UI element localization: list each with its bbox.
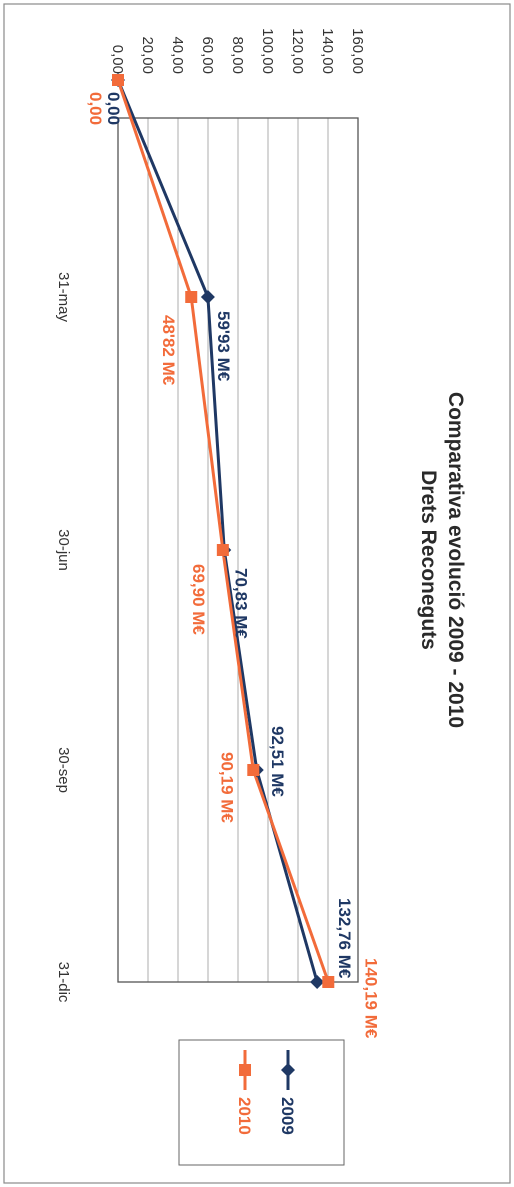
point-2010 — [112, 74, 124, 86]
plot-area — [117, 117, 359, 983]
chart-frame — [3, 3, 511, 1184]
y-tick-label: 60,00 — [199, 36, 216, 74]
legend-label-2009: 2009 — [278, 1097, 297, 1135]
chart-subtitle: Drets Reconeguts — [417, 470, 440, 650]
x-axis: 31-may 30-jun 30-sep 31-dic — [55, 272, 72, 1003]
data-label-2009: 59'93 M€ — [214, 311, 233, 382]
y-tick-label: 140,00 — [319, 28, 336, 74]
data-label-2010: 140,19 M€ — [361, 958, 380, 1039]
legend-marker-2010 — [239, 1064, 251, 1076]
data-label-2009: 92,51 M€ — [268, 726, 287, 797]
data-label-2009: 132,76 M€ — [335, 898, 354, 979]
point-2010 — [216, 544, 229, 556]
data-label-2010: 90,19 M€ — [217, 752, 236, 823]
legend: 2009 2010 — [178, 1039, 345, 1166]
legend-marker-2009 — [281, 1063, 295, 1077]
y-tick-label: 100,00 — [259, 28, 276, 74]
data-label-2009: 0,00 — [104, 92, 123, 125]
point-2010 — [185, 291, 198, 303]
x-tick-label: 31-may — [55, 272, 72, 323]
y-tick-label: 160,00 — [349, 28, 366, 74]
x-tick-label: 31-dic — [55, 962, 72, 1003]
data-label-2010: 69,90 M€ — [189, 564, 208, 635]
y-tick-label: 20,00 — [139, 36, 156, 74]
y-axis: 0,00 20,00 40,00 60,00 80,00 100,00 120,00 140,… — [109, 28, 366, 74]
y-tick-label: 0,00 — [109, 45, 126, 74]
point-2009 — [200, 290, 215, 304]
data-label-2010: 48'82 M€ — [159, 315, 178, 386]
data-label-2009: 70,83 M€ — [231, 568, 250, 639]
chart-title: Comparativa evolució 2009 - 2010 — [444, 392, 467, 728]
chart-rotated-group: 0,00 20,00 40,00 60,00 80,00 100,00 120,00 140,… — [55, 28, 467, 1166]
data-label-2010: 0,00 — [86, 92, 105, 125]
legend-label-2010: 2010 — [235, 1097, 254, 1135]
point-2010 — [322, 976, 335, 988]
y-tick-label: 80,00 — [229, 36, 246, 74]
series-layer — [111, 73, 335, 989]
y-tick-label: 40,00 — [169, 36, 186, 74]
y-tick-label: 120,00 — [289, 28, 306, 74]
legend-box — [178, 1039, 345, 1166]
point-2010 — [247, 764, 260, 776]
data-label-layer: 0,00 59'93 M€ 70,83 M€ 92,51 M€ 132,76 M€ 0,0… — [86, 92, 380, 1039]
x-tick-label: 30-sep — [55, 747, 72, 793]
x-tick-label: 30-jun — [55, 529, 72, 571]
